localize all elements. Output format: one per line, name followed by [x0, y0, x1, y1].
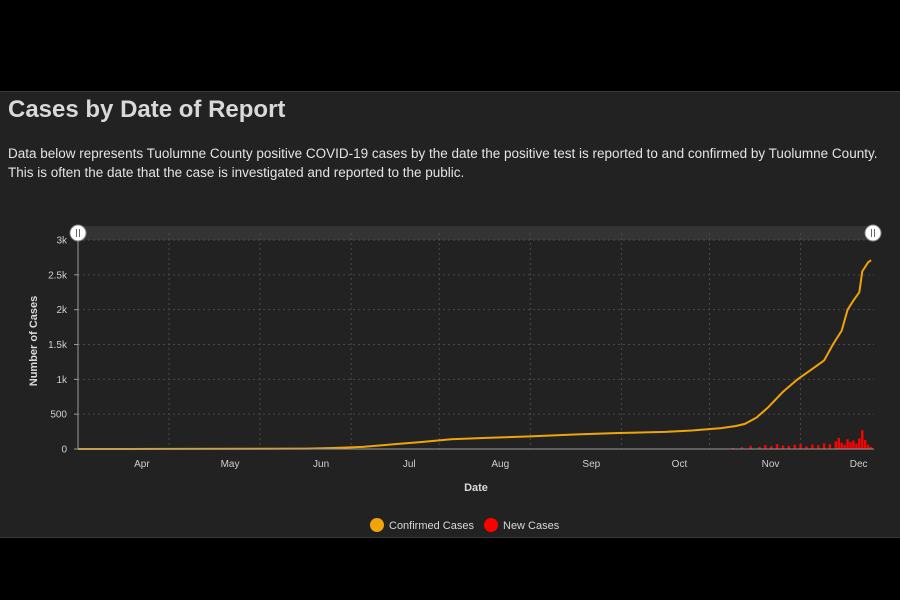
- x-tick-label: Aug: [491, 459, 509, 470]
- x-tick-label: Jun: [313, 459, 329, 470]
- new-cases-bar: [849, 442, 852, 449]
- x-tick-label: Oct: [672, 459, 688, 470]
- new-cases-bar: [840, 442, 843, 449]
- x-tick-label: Jul: [403, 459, 416, 470]
- legend-swatch-confirmed: [370, 518, 384, 532]
- new-cases-bar: [855, 443, 858, 449]
- new-cases-bar: [828, 444, 832, 449]
- y-axis-ticks: 0 500 1k 1.5k 2k 2.5k 3k: [48, 236, 78, 456]
- confirmed-cases-line: [77, 259, 872, 450]
- new-cases-bar: [852, 440, 855, 449]
- x-axis-ticks: Apr May Jun Jul Aug Sep Oct Nov Dec: [134, 459, 867, 470]
- legend-item-confirmed[interactable]: Confirmed Cases: [370, 518, 474, 532]
- new-cases-bar: [787, 445, 791, 449]
- new-cases-bar: [805, 446, 808, 449]
- legend-item-new[interactable]: New Cases: [484, 518, 560, 532]
- new-cases-bar: [749, 445, 752, 449]
- y-tick-label: 2k: [56, 305, 68, 316]
- y-tick-label: 500: [50, 410, 67, 421]
- chart-grid: [78, 233, 874, 449]
- legend-label-new: New Cases: [503, 520, 560, 532]
- y-tick-label: 3k: [56, 236, 68, 247]
- new-cases-bar: [811, 444, 814, 449]
- x-tick-label: Dec: [850, 459, 868, 470]
- new-cases-bar: [816, 445, 820, 449]
- new-cases-bar: [799, 444, 802, 449]
- new-cases-bar: [866, 444, 870, 449]
- new-cases-bar: [869, 446, 873, 449]
- new-cases-bar: [837, 437, 840, 449]
- chart-description: Data below represents Tuolumne County po…: [8, 146, 878, 180]
- x-axis-title: Date: [464, 482, 488, 494]
- new-cases-bar: [822, 443, 826, 449]
- new-cases-bar: [769, 446, 773, 449]
- legend-label-confirmed: Confirmed Cases: [389, 520, 474, 532]
- x-tick-label: Apr: [134, 459, 150, 470]
- new-cases-bar: [758, 446, 761, 449]
- legend-swatch-new: [484, 518, 498, 532]
- new-cases-bar: [793, 444, 796, 449]
- chart-panel: Cases by Date of Report Data below repre…: [0, 91, 900, 538]
- slider-handle-left[interactable]: [69, 224, 87, 242]
- new-cases-bar: [731, 447, 735, 449]
- new-cases-bar: [781, 445, 785, 449]
- y-axis-title: Number of Cases: [28, 296, 40, 386]
- y-tick-label: 1k: [56, 375, 68, 386]
- y-tick-label: 1.5k: [48, 340, 68, 351]
- x-tick-label: May: [221, 459, 240, 470]
- x-tick-label: Nov: [762, 459, 780, 470]
- x-tick-label: Sep: [582, 459, 600, 470]
- new-cases-bar: [846, 439, 849, 449]
- y-tick-label: 0: [61, 445, 67, 456]
- new-cases-bar: [834, 441, 838, 449]
- new-cases-bar: [843, 444, 846, 449]
- new-cases-bar: [740, 447, 744, 449]
- slider-handle-right[interactable]: [864, 224, 882, 242]
- new-cases-bar: [858, 438, 861, 449]
- new-cases-bar: [861, 430, 864, 449]
- new-cases-bar: [775, 444, 779, 449]
- time-slider-track[interactable]: [78, 226, 874, 240]
- new-cases-bar: [764, 445, 767, 449]
- legend: Confirmed Cases New Cases: [370, 518, 560, 532]
- page-title: Cases by Date of Report: [8, 96, 286, 123]
- new-cases-bar: [863, 439, 867, 449]
- y-tick-label: 2.5k: [48, 270, 68, 281]
